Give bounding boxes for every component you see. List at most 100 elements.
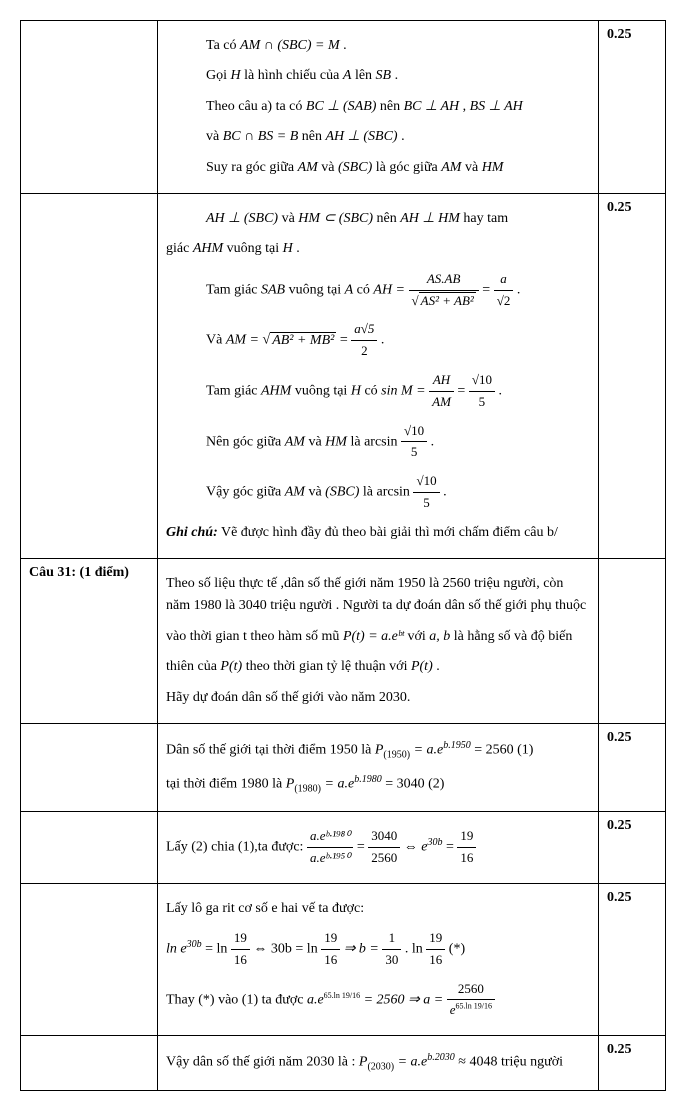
text: là góc giữa (372, 160, 441, 175)
text: Tam giác (206, 383, 261, 398)
numerator: a.eᵇ·¹⁹⁸⁰ (307, 826, 353, 848)
denominator: a.eᵇ·¹⁹⁵⁰ (307, 848, 353, 869)
math: SAB (261, 282, 285, 297)
r2-note: Ghi chú: Vẽ được hình đầy đủ theo bài gi… (166, 522, 590, 544)
r2-l7: Vậy góc giữa AM và (SBC) là arcsin √10 5… (206, 471, 590, 514)
text: nên (376, 99, 403, 114)
text: . (340, 38, 347, 53)
text: Lấy (2) chia (1),ta được: (166, 839, 307, 854)
r6-l3: Thay (*) vào (1) ta được a.e65.ln 19/16 … (166, 979, 590, 1022)
math: H (283, 241, 293, 256)
text: hay tam (460, 211, 508, 226)
denominator: √AS² + AB² (409, 291, 479, 312)
r4-l1: Dân số thế giới tại thời điểm 1950 là P(… (166, 738, 590, 763)
sup: b.1980 (354, 774, 382, 785)
math: = a.e (410, 743, 443, 758)
math: AM ∩ (SBC) = M (240, 38, 340, 53)
text: lên (351, 68, 375, 83)
row2-content: AH ⊥ (SBC) và HM ⊂ (SBC) nên AH ⊥ HM hay… (158, 193, 599, 558)
sub: (2030) (367, 1062, 394, 1073)
math: HM ⊂ (SBC) (298, 211, 373, 226)
sub: (1950) (383, 750, 410, 761)
text: . (381, 333, 385, 348)
text: = 2560 (1) (471, 743, 534, 758)
eq: = (357, 839, 368, 854)
row6-content: Lấy lô ga rit cơ số e hai vế ta được: ln… (158, 883, 599, 1036)
text: Vậy dân số thế giới năm 2030 là : (166, 1055, 359, 1070)
text: và (461, 160, 481, 175)
text: ⇔ 30b = ln (253, 941, 321, 956)
fraction: 3040 2560 (368, 826, 400, 869)
math: BC ⊥ AH (404, 99, 460, 114)
r3-l3: thiên của P(t) theo thời gian tỷ lệ thuậ… (166, 656, 590, 678)
math: AHM (193, 241, 223, 256)
text: là (359, 485, 376, 500)
r3-l1: Theo số liệu thực tế ,dân số thế giới nă… (166, 573, 590, 618)
fraction: 1916 (231, 928, 250, 971)
math: P(t) = a.eᵇᵗ (343, 629, 404, 644)
text: . (398, 129, 405, 144)
text: nên (298, 129, 325, 144)
r2-l5: Tam giác AHM vuông tại H có sin M = AH A… (206, 370, 590, 413)
sqrt-arg: AB² + MB² (270, 332, 336, 348)
r1-l3: Theo câu a) ta có BC ⊥ (SAB) nên BC ⊥ AH… (206, 96, 590, 118)
text: vào thời gian t theo hàm số mũ (166, 629, 343, 644)
fraction: √10 5 (413, 471, 439, 514)
fraction: a √2 (494, 269, 514, 312)
numerator: √10 (413, 471, 439, 493)
math: AH ⊥ (SBC) (326, 129, 398, 144)
row1-content: Ta có AM ∩ (SBC) = M . Gọi H là hình chi… (158, 21, 599, 194)
math: (SBC) (325, 485, 359, 500)
text: . (431, 434, 435, 449)
math: H (351, 383, 361, 398)
text: là (347, 434, 364, 449)
sqrt-sign: √ (412, 293, 419, 308)
fraction: 1916 (321, 928, 340, 971)
row1-score: 0.25 (599, 21, 666, 194)
r1-l1: Ta có AM ∩ (SBC) = M . (206, 35, 590, 57)
text: . (391, 68, 398, 83)
text: vuông tại (291, 383, 351, 398)
math: ⇒ b = (344, 941, 383, 956)
math: HM (482, 160, 504, 175)
row7-content: Vậy dân số thế giới năm 2030 là : P(2030… (158, 1036, 599, 1090)
row3-label: Câu 31: (1 điểm) (21, 559, 158, 724)
fraction: AS.AB √AS² + AB² (409, 269, 479, 312)
denominator: e65.ln 19/16 (447, 1000, 495, 1021)
numerator: a√5 (351, 319, 377, 341)
math: = a.e (394, 1055, 427, 1070)
note-label: Ghi chú: (166, 525, 218, 540)
r2-l3: Tam giác SAB vuông tại A có AH = AS.AB √… (206, 269, 590, 312)
r1-l5: Suy ra góc giữa AM và (SBC) là góc giữa … (206, 157, 590, 179)
math: SB (376, 68, 392, 83)
row2-score: 0.25 (599, 193, 666, 558)
row4-score: 0.25 (599, 724, 666, 812)
denominator: 16 (457, 848, 476, 869)
r2-l1: AH ⊥ (SBC) và HM ⊂ (SBC) nên AH ⊥ HM hay… (206, 208, 590, 230)
fraction: 2560 e65.ln 19/16 (447, 979, 495, 1022)
fraction: AH AM (429, 370, 454, 413)
denominator: 2 (351, 341, 377, 362)
text: Tam giác (206, 282, 261, 297)
fraction: 19 16 (457, 826, 476, 869)
text: và (305, 434, 325, 449)
numerator: 19 (231, 928, 250, 950)
numerator: √10 (401, 421, 427, 443)
sup: b.1950 (443, 740, 471, 751)
fraction: 130 (382, 928, 401, 971)
fraction: √10 5 (401, 421, 427, 464)
sup: 65.ln 19/16 (456, 1002, 492, 1011)
numerator: 19 (321, 928, 340, 950)
denominator: 16 (231, 950, 250, 971)
text: Gọi (206, 68, 231, 83)
sup: b.2030 (427, 1052, 455, 1063)
numerator: 1 (382, 928, 401, 950)
numerator: 3040 (368, 826, 400, 848)
text: ≈ 4048 triệu người (455, 1055, 563, 1070)
text: Suy ra góc giữa (206, 160, 298, 175)
r6-l2: ln e30b = ln 1916 ⇔ 30b = ln 1916 ⇒ b = … (166, 928, 590, 971)
math: BC ⊥ (SAB) (306, 99, 377, 114)
math: BC ∩ BS = B (223, 129, 299, 144)
denominator: 16 (321, 950, 340, 971)
denominator: 2560 (368, 848, 400, 869)
